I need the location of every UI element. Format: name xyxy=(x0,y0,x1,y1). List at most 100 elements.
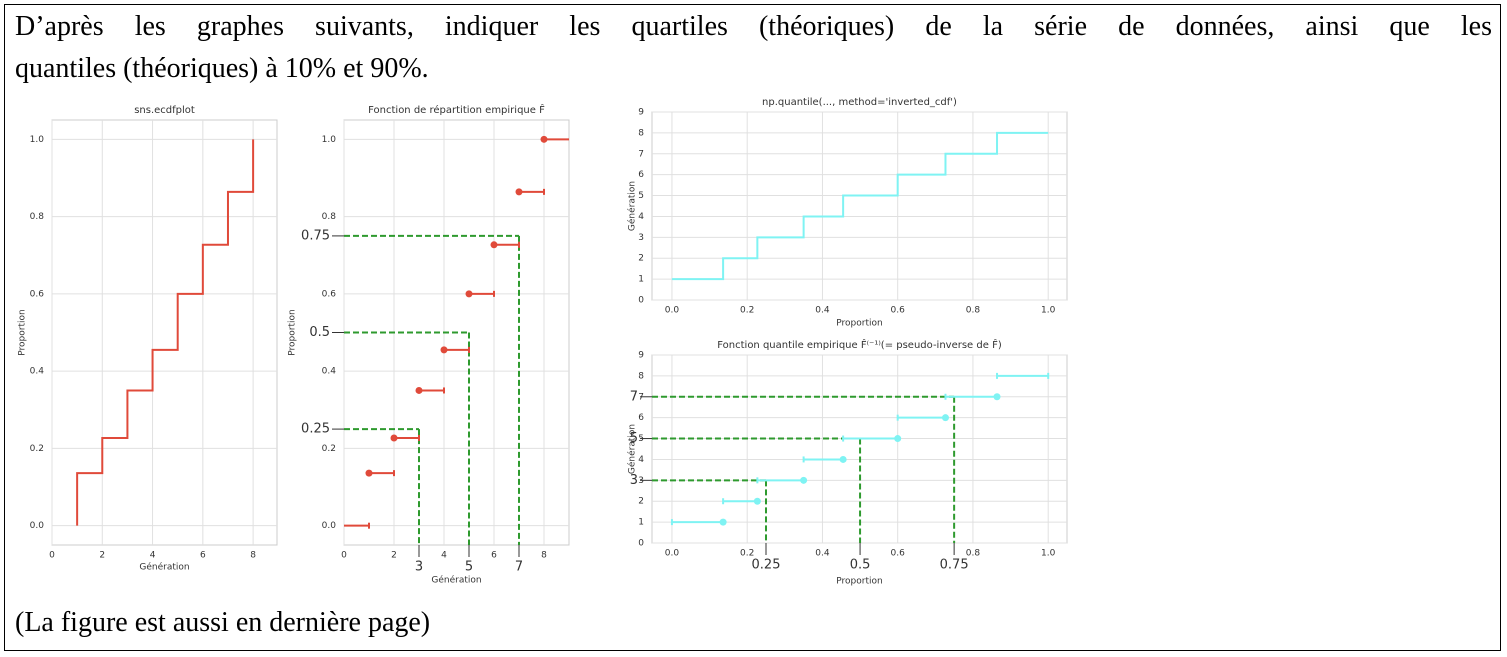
y-axis-label: Proportion xyxy=(288,309,298,355)
point xyxy=(719,518,727,526)
y-tick-label: 1.0 xyxy=(322,135,337,145)
y-tick-label: 0.0 xyxy=(322,521,337,531)
question-line: D’après les graphes suivants, indiquer l… xyxy=(15,11,1492,42)
y-tick-label: 8 xyxy=(638,371,644,381)
point xyxy=(515,188,523,196)
y-tick-label: 1.0 xyxy=(30,135,45,145)
extra-x-tick-label: 7 xyxy=(515,560,523,575)
x-tick-label: 0.8 xyxy=(966,306,981,316)
question-line: quantiles (théoriques) à 10% et 90%. xyxy=(15,53,429,84)
step-line xyxy=(671,131,1049,281)
plot-area xyxy=(51,119,278,546)
point xyxy=(465,290,473,298)
x-tick-label: 4 xyxy=(150,551,156,561)
y-tick-label: 0 xyxy=(638,539,644,549)
x-tick-label: 4 xyxy=(441,551,447,561)
point xyxy=(540,135,548,143)
plot-area xyxy=(651,111,1068,301)
y-tick-label: 1 xyxy=(638,275,644,285)
y-tick-label: 4 xyxy=(638,455,644,465)
x-tick-label: 0.0 xyxy=(665,306,680,316)
y-tick-label: 3 xyxy=(638,233,644,243)
y-tick-label: 9 xyxy=(638,351,644,361)
x-axis-label: Génération xyxy=(139,562,189,573)
y-tick-label: 6 xyxy=(638,170,644,180)
y-tick-label: 6 xyxy=(638,413,644,423)
x-tick-label: 0.6 xyxy=(891,549,906,559)
y-axis-label: Génération xyxy=(627,181,638,231)
extra-x-tick-label: 5 xyxy=(465,560,473,575)
x-tick-label: 8 xyxy=(541,551,547,561)
x-tick-label: 0.2 xyxy=(740,306,754,316)
x-tick-label: 0.2 xyxy=(740,549,754,559)
extra-x-tick-label: 0.25 xyxy=(752,558,781,573)
y-tick-label: 0.8 xyxy=(322,212,337,222)
extra-x-tick-label: 3 xyxy=(415,560,423,575)
point xyxy=(490,241,498,249)
y-tick-label: 0.4 xyxy=(322,367,337,377)
document: D’après les graphes suivants, indiquer l… xyxy=(4,4,1501,651)
extra-x-tick-label: 0.75 xyxy=(940,558,969,573)
chart-title: Fonction de répartition empirique F̂ xyxy=(368,103,545,116)
extra-y-tick-label: 3 xyxy=(630,473,638,488)
point xyxy=(839,455,847,463)
point xyxy=(415,386,423,394)
y-tick-label: 0.0 xyxy=(30,521,45,531)
x-tick-label: 2 xyxy=(99,551,105,561)
extra-y-tick-label: 0.75 xyxy=(301,228,330,243)
y-tick-label: 7 xyxy=(638,149,644,159)
y-axis-label: Génération xyxy=(627,424,638,474)
step-line xyxy=(76,139,255,526)
y-tick-label: 5 xyxy=(638,191,644,201)
x-tick-label: 0.4 xyxy=(815,549,830,559)
x-tick-label: 0.4 xyxy=(815,306,830,316)
x-axis-label: Proportion xyxy=(836,577,882,587)
y-tick-label: 0.2 xyxy=(322,444,336,454)
point xyxy=(390,434,398,442)
extra-y-tick-label: 0.5 xyxy=(309,325,330,340)
x-tick-label: 0 xyxy=(341,551,347,561)
x-tick-label: 0.6 xyxy=(891,306,906,316)
y-tick-label: 9 xyxy=(638,108,644,118)
y-tick-label: 2 xyxy=(638,497,644,507)
chart-title: np.quantile(..., method='inverted_cdf') xyxy=(762,97,957,108)
point xyxy=(894,435,902,443)
x-tick-label: 6 xyxy=(200,551,206,561)
extra-x-tick-label: 0.5 xyxy=(850,558,871,573)
point xyxy=(800,476,808,484)
note: (La figure est aussi en dernière page) xyxy=(15,607,431,638)
y-tick-label: 0.8 xyxy=(30,212,45,222)
y-tick-label: 0 xyxy=(638,296,644,306)
y-axis-label: Proportion xyxy=(18,309,28,355)
y-tick-label: 0.2 xyxy=(30,444,44,454)
y-tick-label: 2 xyxy=(638,254,644,264)
x-tick-label: 1.0 xyxy=(1041,306,1056,316)
y-tick-label: 8 xyxy=(638,128,644,138)
y-tick-label: 4 xyxy=(638,212,644,222)
point xyxy=(440,346,448,354)
x-tick-label: 0.8 xyxy=(966,549,981,559)
point xyxy=(993,393,1001,401)
x-axis-label: Génération xyxy=(431,575,481,586)
y-tick-label: 0.4 xyxy=(30,367,45,377)
chart-title: Fonction quantile empirique F̂⁽⁻¹⁾(= pse… xyxy=(717,338,1002,351)
y-tick-label: 0.6 xyxy=(322,289,337,299)
x-tick-label: 1.0 xyxy=(1041,549,1056,559)
extra-y-tick-label: 5 xyxy=(630,431,638,446)
point xyxy=(941,414,949,422)
y-tick-label: 1 xyxy=(638,518,644,528)
x-axis-label: Proportion xyxy=(836,319,882,329)
x-tick-label: 2 xyxy=(391,551,397,561)
extra-y-tick-label: 0.25 xyxy=(301,422,330,437)
x-tick-label: 6 xyxy=(491,551,497,561)
extra-y-tick-label: 7 xyxy=(630,389,638,404)
chart-title: sns.ecdfplot xyxy=(134,105,195,116)
point xyxy=(365,469,373,477)
x-tick-label: 8 xyxy=(250,551,256,561)
y-tick-label: 0.6 xyxy=(30,289,45,299)
x-tick-label: 0 xyxy=(49,551,55,561)
x-tick-label: 0.0 xyxy=(665,549,680,559)
point xyxy=(753,497,761,505)
